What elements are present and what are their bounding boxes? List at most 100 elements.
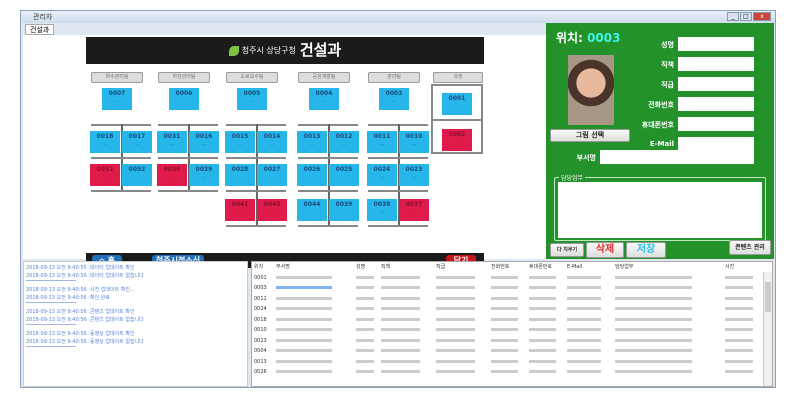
minimize-button[interactable]: _ [727,12,739,21]
blurred-cell [491,328,518,331]
chief-header[interactable]: 과장 [433,72,483,83]
seat-id: 0025 [335,166,353,173]
column-header[interactable]: E-Mail [567,264,583,270]
seat-card[interactable]: 0014 ··· [257,131,287,153]
dept-input[interactable] [600,150,754,164]
table-row[interactable]: 0004 [252,346,772,357]
team-header[interactable]: 하천관리팀 [158,72,210,83]
table-row[interactable]: 0024 [252,304,772,315]
blurred-cell [276,307,332,310]
duty-textarea[interactable] [558,182,762,238]
tab-construction[interactable]: 건설과 [25,24,55,35]
table-row[interactable]: 0013 [252,357,772,368]
seat-card[interactable]: 0003 ··· [379,88,409,110]
seat-card[interactable]: 0016 ··· [189,131,219,153]
seat-card[interactable]: 0010 ··· [399,131,429,153]
seat-card[interactable]: 0025 ··· [329,164,359,186]
seat-card[interactable]: 0013 ··· [297,131,327,153]
seat-card[interactable]: 0011 ··· [367,131,397,153]
seat-card[interactable]: 0007 ··· [102,88,132,110]
blurred-cell [276,338,332,342]
connector-line [433,119,483,121]
table-row[interactable]: 0003 [252,283,772,294]
seat-card[interactable]: 0017 ··· [122,131,152,153]
maximize-button[interactable]: □ [740,12,752,21]
select-photo-button[interactable]: 그림 선택 [550,129,630,142]
seat-card[interactable]: 0029 ··· [189,164,219,186]
seat-card[interactable]: 0002 ··· [442,129,472,151]
table-scrollbar[interactable] [763,272,772,386]
seat-card[interactable]: 0039 ··· [329,199,359,221]
column-header[interactable]: 직책 [381,264,391,270]
column-header[interactable]: 담당업무 [615,264,634,270]
column-header[interactable]: 직급 [436,264,446,270]
seat-id: 0023 [405,166,423,173]
table-row[interactable]: 0026 [252,367,772,378]
column-header[interactable]: 전화번호 [491,264,510,270]
seat-card[interactable]: 0041 ··· [225,199,255,221]
seat-id: 0026 [303,166,321,173]
seat-id: 0015 [231,133,249,140]
team-header[interactable]: 공원개발팀 [298,72,350,83]
seat-card[interactable]: 0038 ··· [367,199,397,221]
delete-button[interactable]: 삭제 [586,242,624,258]
close-window-button[interactable]: x [753,12,771,21]
log-separator [26,280,76,281]
seat-card[interactable]: 0006 ··· [169,88,199,110]
table-row[interactable]: 0018 [252,315,772,326]
seat-id: 0044 [303,201,321,208]
seat-card[interactable]: 0026 ··· [297,164,327,186]
contents-manage-button[interactable]: 콘텐츠 관리 [729,240,771,255]
blurred-cell [529,370,556,373]
field-input[interactable] [678,137,754,151]
team-header[interactable]: 하수관리팀 [91,72,143,83]
blurred-cell [615,338,692,342]
field-input[interactable] [678,117,754,131]
column-header[interactable]: 휴대폰번호 [529,264,553,270]
field-label: 직급 [661,81,674,89]
team-header[interactable]: 관리팀 [368,72,420,83]
seat-card[interactable]: 0037 ··· [399,199,429,221]
seat-card[interactable]: 0028 ··· [225,164,255,186]
seat-card[interactable]: 0031 ··· [157,131,187,153]
column-header[interactable]: 부서명 [276,264,290,270]
seat-card[interactable]: 0030 ··· [157,164,187,186]
blurred-cell [381,296,420,300]
seat-card[interactable]: 0032 ··· [90,164,120,186]
seat-card[interactable]: 0015 ··· [225,131,255,153]
column-header[interactable]: 성명 [356,264,366,270]
seat-card[interactable]: 0018 ··· [90,131,120,153]
seat-card[interactable]: 0001 ··· [442,93,472,115]
field-input[interactable] [678,77,754,91]
blurred-cell [491,296,518,300]
seat-card[interactable]: 0052 ··· [122,164,152,186]
blurred-cell [491,338,518,342]
org-header: 청주시 상당구청 건설과 [86,37,484,64]
column-header[interactable]: 위치 [254,264,264,270]
seat-card[interactable]: 0023 ··· [399,164,429,186]
team-header[interactable]: 도로보수팀 [226,72,278,83]
field-input[interactable] [678,37,754,51]
save-button[interactable]: 저장 [626,242,666,258]
column-header[interactable]: 사진 [725,264,735,270]
blurred-cell [725,359,753,363]
seat-card[interactable]: 0040 ··· [257,199,287,221]
seat-id: 0017 [128,133,146,140]
table-row[interactable]: 0023 [252,336,772,347]
seat-id: 0016 [195,133,213,140]
clear-button[interactable]: 다 지우기 [550,243,584,257]
seat-card[interactable]: 0012 ··· [329,131,359,153]
seat-card[interactable]: 0004 ··· [309,88,339,110]
table-row[interactable]: 0011 [252,294,772,305]
blurred-cell [381,338,420,342]
table-row[interactable]: 0010 [252,325,772,336]
field-input[interactable] [678,97,754,111]
seat-card[interactable]: 0027 ··· [257,164,287,186]
seat-card[interactable]: 0044 ··· [297,199,327,221]
blurred-cell [491,275,518,279]
scroll-thumb[interactable] [765,282,771,312]
seat-card[interactable]: 0005 ··· [237,88,267,110]
field-input[interactable] [678,57,754,71]
table-row[interactable]: 0001 [252,273,772,284]
seat-card[interactable]: 0024 ··· [367,164,397,186]
